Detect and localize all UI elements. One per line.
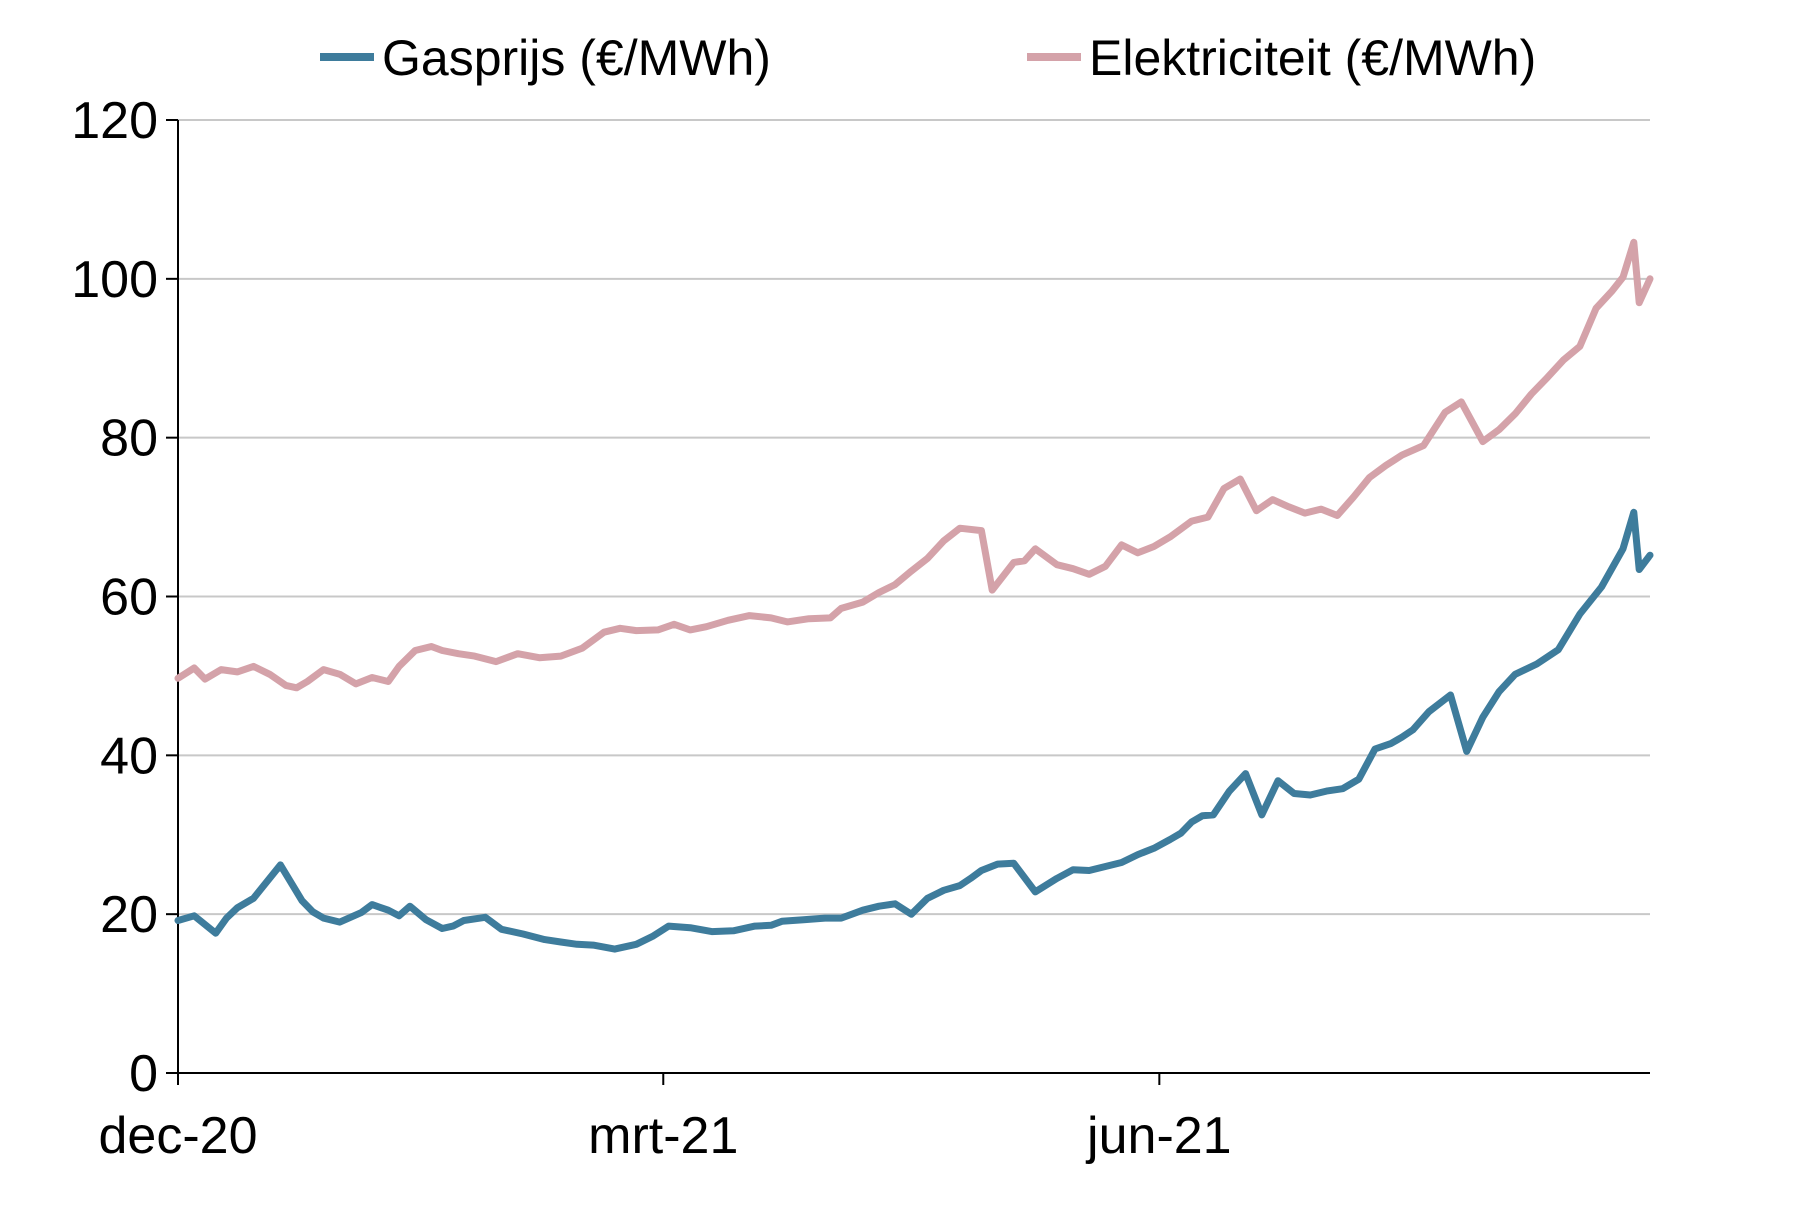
y-tick-label: 60 bbox=[100, 569, 158, 627]
series-lines bbox=[174, 238, 1654, 953]
legend: Gasprijs (€/MWh) Elektriciteit (€/MWh) bbox=[320, 30, 1536, 86]
x-tick-label: dec-20 bbox=[99, 1107, 258, 1165]
legend-label-1: Elektriciteit (€/MWh) bbox=[1089, 30, 1536, 86]
y-tick-label: 0 bbox=[129, 1045, 158, 1103]
x-tick-label: mrt-21 bbox=[588, 1107, 738, 1165]
y-tick-label: 20 bbox=[100, 886, 158, 944]
legend-label-0: Gasprijs (€/MWh) bbox=[382, 30, 771, 86]
series-line-1 bbox=[174, 238, 1654, 692]
y-tick-label: 80 bbox=[100, 410, 158, 468]
y-tick-label: 40 bbox=[100, 727, 158, 785]
y-tick-label: 100 bbox=[71, 251, 158, 309]
y-axis-ticks: 0 20 40 60 80 100 120 bbox=[71, 92, 178, 1103]
x-tick-label: jun-21 bbox=[1085, 1107, 1232, 1165]
x-axis-ticks: dec-20 mrt-21 jun-21 bbox=[99, 1073, 1232, 1165]
gridlines bbox=[178, 119, 1650, 916]
series-line-0 bbox=[174, 508, 1654, 953]
y-tick-label: 120 bbox=[71, 92, 158, 150]
